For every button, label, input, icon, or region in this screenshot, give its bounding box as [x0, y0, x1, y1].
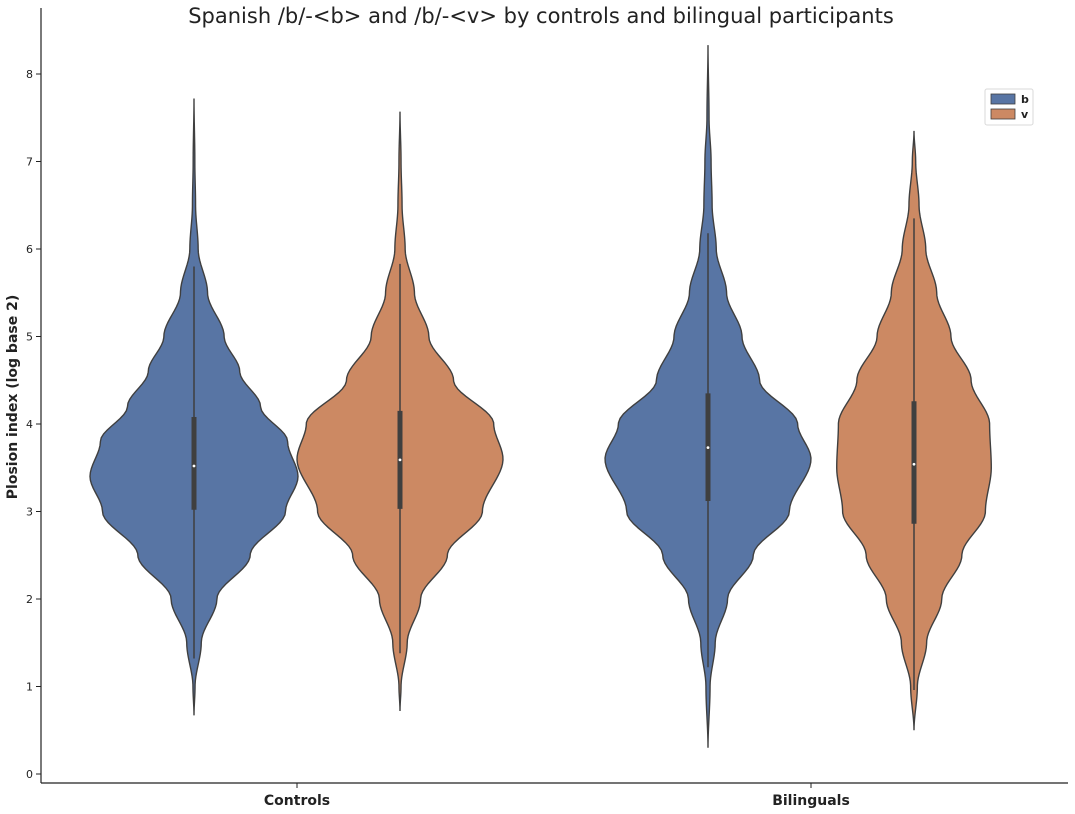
median-dot-v-controls [398, 458, 402, 462]
legend-label-v: v [1021, 108, 1029, 121]
y-tick-label: 5 [26, 331, 33, 344]
chart-title: Spanish /b/-<b> and /b/-<v> by controls … [188, 4, 894, 28]
iqr-box-b-controls [191, 417, 197, 510]
legend-swatch-v [990, 108, 1016, 120]
y-tick-label: 8 [26, 68, 33, 81]
y-tick-label: 3 [26, 506, 33, 519]
legend-swatch-b [990, 93, 1016, 105]
iqr-box-v-bilinguals [911, 401, 917, 524]
y-axis-label: Plosion index (log base 2) [5, 295, 21, 499]
y-ticks: 0 1 2 3 4 5 6 7 8 [26, 68, 41, 781]
legend: bv [984, 88, 1034, 126]
x-tick-label-bilinguals: Bilinguals [772, 793, 850, 809]
x-ticks: Controls Bilinguals [264, 783, 850, 809]
violins-layer [89, 45, 992, 748]
y-tick-label: 7 [26, 156, 33, 169]
y-tick-label: 6 [26, 243, 33, 256]
x-tick-label-controls: Controls [264, 793, 330, 809]
y-tick-label: 1 [26, 681, 33, 694]
y-tick-label: 4 [26, 418, 33, 431]
median-dot-b-controls [192, 464, 196, 468]
legend-label-b: b [1021, 93, 1029, 106]
median-dot-b-bilinguals [706, 446, 710, 450]
median-dot-v-bilinguals [912, 462, 916, 466]
y-tick-label: 2 [26, 593, 33, 606]
y-tick-label: 0 [26, 768, 33, 781]
